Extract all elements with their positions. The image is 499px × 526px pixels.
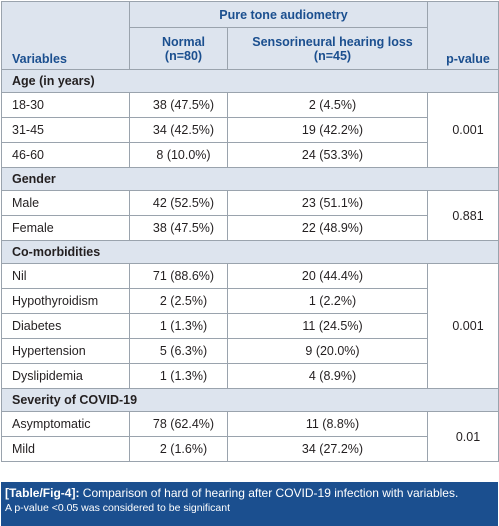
- row-label: Mild: [1, 436, 130, 462]
- table-body: Age (in years) 18-30 38 (47.5%) 2 (4.5%)…: [1, 69, 499, 462]
- header-variables: Variables: [1, 1, 130, 70]
- header-normal-label: Normal: [161, 34, 206, 49]
- table-row: Diabetes 1 (1.3%) 11 (24.5%): [1, 313, 499, 339]
- header-snhl-n: (n=45): [313, 48, 352, 63]
- row-label: Hypothyroidism: [1, 288, 130, 314]
- table-row: Hypothyroidism 2 (2.5%) 1 (2.2%): [1, 288, 499, 314]
- cell-p-value: 0.001: [427, 263, 499, 389]
- row-label: 18-30: [1, 92, 130, 118]
- row-label: 46-60: [1, 142, 130, 168]
- header-pure-tone-audiometry: Pure tone audiometry: [129, 1, 428, 28]
- table-row: Mild 2 (1.6%) 34 (27.2%): [1, 436, 499, 462]
- cell-normal: 5 (6.3%): [129, 338, 228, 364]
- cell-snhl: 24 (53.3%): [227, 142, 428, 168]
- cell-snhl: 22 (48.9%): [227, 215, 428, 241]
- cell-normal: 34 (42.5%): [129, 117, 228, 143]
- section-title: Co-morbidities: [1, 240, 499, 264]
- caption-note: A p-value <0.05 was considered to be sig…: [5, 502, 231, 514]
- row-label: 31-45: [1, 117, 130, 143]
- header-snhl-label: Sensorineural hearing loss: [252, 34, 413, 49]
- row-label: Male: [1, 190, 130, 216]
- table-row: 46-60 8 (10.0%) 24 (53.3%): [1, 142, 499, 168]
- cell-p-value: 0.01: [427, 411, 499, 462]
- row-label: Diabetes: [1, 313, 130, 339]
- table-row: Nil 71 (88.6%) 20 (44.4%) 0.001: [1, 263, 499, 389]
- row-label: Hypertension: [1, 338, 130, 364]
- cell-normal: 42 (52.5%): [129, 190, 228, 216]
- cell-normal: 78 (62.4%): [129, 411, 228, 437]
- header-normal: Normal (n=80): [129, 27, 228, 70]
- table-caption: [Table/Fig-4]: Comparison of hard of hea…: [1, 482, 498, 526]
- section-title: Gender: [1, 167, 499, 191]
- cell-snhl: 9 (20.0%): [227, 338, 428, 364]
- row-label: Dyslipidemia: [1, 363, 130, 389]
- table-row: Female 38 (47.5%) 22 (48.9%): [1, 215, 499, 241]
- cell-snhl: 1 (2.2%): [227, 288, 428, 314]
- row-label: Nil: [1, 263, 130, 289]
- table-row: Dyslipidemia 1 (1.3%) 4 (8.9%): [1, 363, 499, 389]
- results-table: Variables Pure tone audiometry p-value N…: [1, 1, 499, 462]
- cell-snhl: 2 (4.5%): [227, 92, 428, 118]
- section-title: Severity of COVID-19: [1, 388, 499, 412]
- cell-normal: 38 (47.5%): [129, 92, 228, 118]
- cell-normal: 1 (1.3%): [129, 363, 228, 389]
- table-row: Hypertension 5 (6.3%) 9 (20.0%): [1, 338, 499, 364]
- cell-normal: 2 (2.5%): [129, 288, 228, 314]
- cell-p-value: 0.881: [427, 190, 499, 241]
- table-row: 18-30 38 (47.5%) 2 (4.5%) 0.001: [1, 92, 499, 168]
- cell-normal: 8 (10.0%): [129, 142, 228, 168]
- cell-normal: 2 (1.6%): [129, 436, 228, 462]
- row-label: Asymptomatic: [1, 411, 130, 437]
- cell-snhl: 19 (42.2%): [227, 117, 428, 143]
- header-snhl: Sensorineural hearing loss (n=45): [227, 27, 428, 70]
- cell-snhl: 11 (24.5%): [227, 313, 428, 339]
- cell-normal: 38 (47.5%): [129, 215, 228, 241]
- cell-snhl: 20 (44.4%): [227, 263, 428, 289]
- cell-p-value: 0.001: [427, 92, 499, 168]
- cell-snhl: 23 (51.1%): [227, 190, 428, 216]
- cell-snhl: 11 (8.8%): [227, 411, 428, 437]
- table-row: Male 42 (52.5%) 23 (51.1%) 0.881: [1, 190, 499, 241]
- cell-normal: 71 (88.6%): [129, 263, 228, 289]
- row-label: Female: [1, 215, 130, 241]
- header-normal-n: (n=80): [164, 48, 203, 63]
- table-row: 31-45 34 (42.5%) 19 (42.2%): [1, 117, 499, 143]
- table-row: Asymptomatic 78 (62.4%) 11 (8.8%) 0.01: [1, 411, 499, 462]
- caption-main: [Table/Fig-4]: Comparison of hard of hea…: [5, 485, 494, 501]
- cell-snhl: 4 (8.9%): [227, 363, 428, 389]
- caption-text: Comparison of hard of hearing after COVI…: [82, 486, 459, 500]
- caption-tag: [Table/Fig-4]:: [5, 486, 80, 500]
- cell-snhl: 34 (27.2%): [227, 436, 428, 462]
- header-p-value: p-value: [427, 1, 499, 70]
- cell-normal: 1 (1.3%): [129, 313, 228, 339]
- section-title: Age (in years): [1, 69, 499, 93]
